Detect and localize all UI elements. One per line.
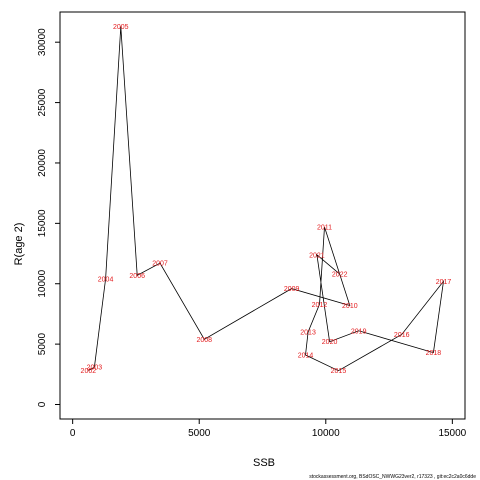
y-tick-label: 15000 bbox=[37, 209, 48, 237]
point-label: 2022 bbox=[332, 272, 348, 279]
y-axis-title: R(age 2) bbox=[13, 223, 25, 266]
point-label: 2009 bbox=[284, 286, 300, 293]
point-label: 2005 bbox=[113, 24, 129, 31]
y-axis: 0 5000 10000 15000 20000 25000 30000 bbox=[37, 28, 60, 407]
point-label: 2020 bbox=[322, 339, 338, 346]
point-label: 2004 bbox=[98, 276, 114, 283]
y-tick-label: 25000 bbox=[37, 88, 48, 116]
point-label: 2017 bbox=[436, 279, 452, 286]
point-label: 2019 bbox=[351, 328, 367, 335]
y-tick-label: 30000 bbox=[37, 28, 48, 56]
point-label: 2002 bbox=[81, 368, 97, 375]
point-label: 2014 bbox=[298, 352, 314, 359]
x-tick-label: 5000 bbox=[188, 428, 211, 439]
y-tick-label: 20000 bbox=[37, 149, 48, 177]
point-label: 2007 bbox=[152, 261, 168, 268]
x-tick-label: 15000 bbox=[438, 428, 466, 439]
x-axis: 0 5000 10000 15000 bbox=[70, 419, 467, 439]
footer-text: stockassessment.org, BSdOSC_NWWG23ver2, … bbox=[309, 474, 476, 480]
y-tick-label: 10000 bbox=[37, 269, 48, 297]
x-axis-title: SSB bbox=[253, 457, 275, 469]
x-tick-label: 10000 bbox=[312, 428, 340, 439]
point-label: 2008 bbox=[196, 337, 212, 344]
point-label: 2015 bbox=[331, 368, 347, 375]
point-label: 2013 bbox=[300, 330, 316, 337]
point-label: 2021 bbox=[309, 252, 325, 259]
point-label: 2011 bbox=[317, 224, 332, 231]
point-label: 2006 bbox=[129, 273, 145, 280]
series-line bbox=[88, 26, 445, 372]
y-tick-label: 5000 bbox=[37, 333, 48, 356]
point-label: 2003 bbox=[87, 365, 103, 372]
point-label: 2012 bbox=[312, 302, 328, 309]
plot-frame bbox=[59, 11, 466, 420]
point-label: 2016 bbox=[394, 332, 410, 339]
point-label: 2018 bbox=[426, 350, 442, 357]
y-tick-label: 0 bbox=[37, 401, 48, 407]
point-label: 2010 bbox=[342, 303, 358, 310]
x-tick-label: 0 bbox=[70, 428, 76, 439]
